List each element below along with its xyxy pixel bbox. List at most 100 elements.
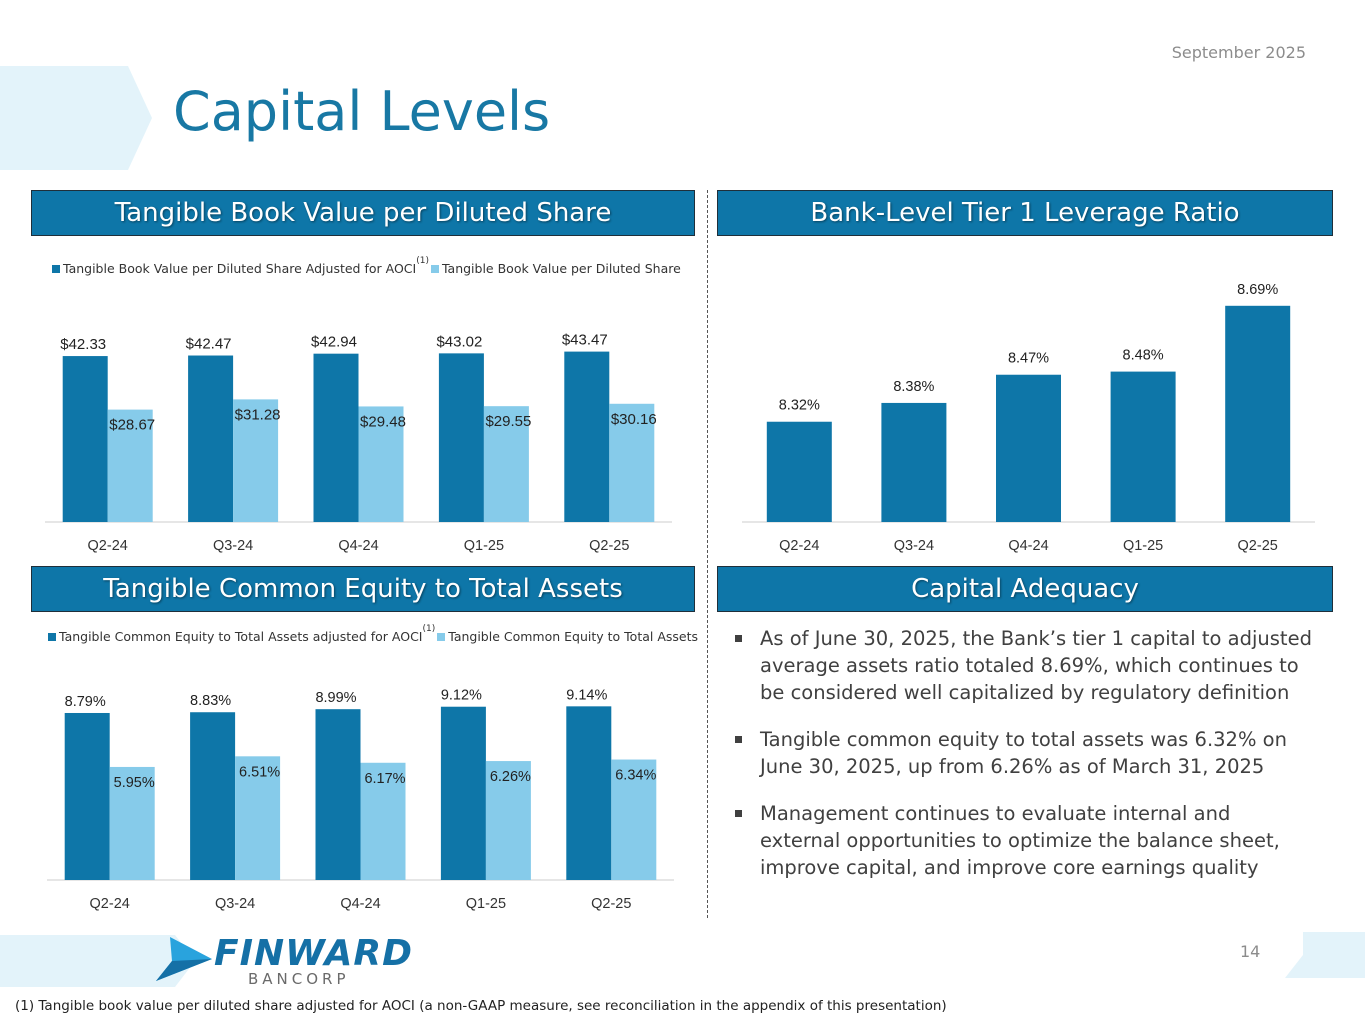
adequacy-bullet: Management continues to evaluate interna… <box>735 800 1315 881</box>
x-tick-label: Q1-25 <box>464 538 504 554</box>
adequacy-bullet-text: Management continues to evaluate interna… <box>760 802 1280 879</box>
data-label: 8.79% <box>65 694 106 710</box>
x-tick-label: Q2-25 <box>589 538 629 554</box>
legend-swatch-dark <box>48 632 56 641</box>
bar-light <box>107 409 153 522</box>
x-tick-label: Q2-24 <box>779 538 819 554</box>
footer-band-decoration <box>0 935 195 987</box>
data-label: 5.95% <box>114 775 155 791</box>
footnote: (1) Tangible book value per diluted shar… <box>15 998 947 1014</box>
bullet-square-icon <box>735 635 742 642</box>
x-tick-label: Q4-24 <box>338 538 378 554</box>
footer-right-chevron-decoration <box>1285 932 1365 978</box>
presentation-date: September 2025 <box>1171 43 1306 62</box>
bar-dark <box>190 712 236 880</box>
tce-legend-footnote-mark: (1) <box>422 623 436 634</box>
legend-swatch-light <box>437 632 446 641</box>
adequacy-bullet: Tangible common equity to total assets w… <box>735 726 1315 780</box>
bar-dark <box>564 351 610 522</box>
data-label: 6.51% <box>239 764 280 780</box>
tbv-legend: Tangible Book Value per Diluted Share Ad… <box>52 256 681 276</box>
tce-legend: Tangible Common Equity to Total Assets a… <box>48 624 699 644</box>
data-label: $29.48 <box>360 413 406 430</box>
data-label: 8.83% <box>190 693 231 709</box>
data-label: $42.47 <box>186 336 232 353</box>
page-number: 14 <box>1240 942 1261 961</box>
legend-swatch-light <box>430 264 439 273</box>
data-label: $42.33 <box>60 336 106 353</box>
x-tick-label: Q3-24 <box>215 896 255 912</box>
adequacy-heading: Capital Adequacy <box>717 566 1333 612</box>
data-label: 8.47% <box>1008 351 1049 367</box>
bar-dark <box>315 709 361 880</box>
data-label: $42.94 <box>311 334 357 351</box>
bar-dark <box>313 353 359 522</box>
data-label: 9.12% <box>441 688 482 704</box>
bullet-square-icon <box>735 736 742 743</box>
data-label: 6.34% <box>615 768 656 784</box>
leverage-chart: 8.32% Q2-24 8.38% Q3-24 8.47% Q4-24 8.48% Q1-25… <box>742 282 1315 554</box>
bar-dark <box>62 356 108 522</box>
tce-legend-dark-label: Tangible Common Equity to Total Assets a… <box>59 629 423 644</box>
panel-divider <box>707 190 708 918</box>
header-chevron-decoration <box>0 66 152 170</box>
bar <box>996 374 1061 522</box>
logo-wordmark: FINWARD <box>214 933 414 974</box>
data-label: 6.26% <box>490 769 531 785</box>
data-label: $43.47 <box>562 332 608 349</box>
bar-light <box>483 406 529 522</box>
tbv-legend-light-label: Tangible Book Value per Diluted Share <box>441 261 681 276</box>
data-label: 9.14% <box>566 687 607 703</box>
adequacy-bullet-text: As of June 30, 2025, the Bank’s tier 1 c… <box>760 627 1312 704</box>
bar-dark <box>440 706 486 880</box>
x-tick-label: Q4-24 <box>1008 538 1048 554</box>
tce-legend-light-label: Tangible Common Equity to Total Assets <box>448 629 699 644</box>
logo-subtitle: BANCORP <box>248 970 350 988</box>
legend-swatch-dark <box>52 264 60 273</box>
tce-chart: 8.79% 5.95% Q2-24 8.83% 6.51% Q3-24 8.99% 6.17%… <box>47 687 674 912</box>
bar-light <box>485 761 531 880</box>
bullet-square-icon <box>735 810 742 817</box>
tbv-chart: $42.33 $28.67 Q2-24 $42.47 $31.28 Q3-24 $42.94… <box>45 332 672 554</box>
bar-light <box>109 766 155 880</box>
bar-light <box>233 399 279 522</box>
tbv-heading: Tangible Book Value per Diluted Share <box>31 190 695 236</box>
data-label: 6.17% <box>364 771 405 787</box>
data-label: 8.32% <box>779 398 820 414</box>
bar-light <box>611 759 657 880</box>
bar-light <box>358 406 404 522</box>
data-label: $43.02 <box>436 333 482 350</box>
bar-dark <box>438 353 484 522</box>
bar-light <box>235 756 281 880</box>
x-tick-label: Q1-25 <box>1123 538 1163 554</box>
bar-light <box>360 762 406 880</box>
x-tick-label: Q2-25 <box>1238 538 1278 554</box>
tbv-legend-dark-label: Tangible Book Value per Diluted Share Ad… <box>63 261 417 276</box>
page-title: Capital Levels <box>173 80 551 143</box>
bar <box>881 402 947 522</box>
adequacy-bullet-text: Tangible common equity to total assets w… <box>760 728 1287 778</box>
data-label: $31.28 <box>235 406 281 423</box>
x-tick-label: Q2-25 <box>591 896 631 912</box>
data-label: $28.67 <box>109 417 155 434</box>
data-label: 8.38% <box>893 379 934 395</box>
tbv-legend-footnote-mark: (1) <box>416 255 429 266</box>
data-label: 8.99% <box>315 690 356 706</box>
adequacy-bullet: As of June 30, 2025, the Bank’s tier 1 c… <box>735 625 1315 706</box>
bar-dark <box>188 355 234 522</box>
x-tick-label: Q3-24 <box>213 538 253 554</box>
bar-light <box>609 403 655 522</box>
x-tick-label: Q4-24 <box>340 896 380 912</box>
finward-logo-arrow-icon <box>156 937 212 981</box>
data-label: $29.55 <box>485 413 531 430</box>
x-tick-label: Q2-24 <box>88 538 128 554</box>
adequacy-bullet-list: As of June 30, 2025, the Bank’s tier 1 c… <box>735 625 1315 901</box>
bar-dark <box>64 712 110 880</box>
tce-heading: Tangible Common Equity to Total Assets <box>31 566 695 612</box>
data-label: 8.48% <box>1123 348 1164 364</box>
bar <box>1110 371 1176 522</box>
leverage-heading: Bank-Level Tier 1 Leverage Ratio <box>717 190 1333 236</box>
bar <box>766 421 832 522</box>
data-label: 8.69% <box>1237 282 1278 298</box>
data-label: $30.16 <box>611 411 657 428</box>
